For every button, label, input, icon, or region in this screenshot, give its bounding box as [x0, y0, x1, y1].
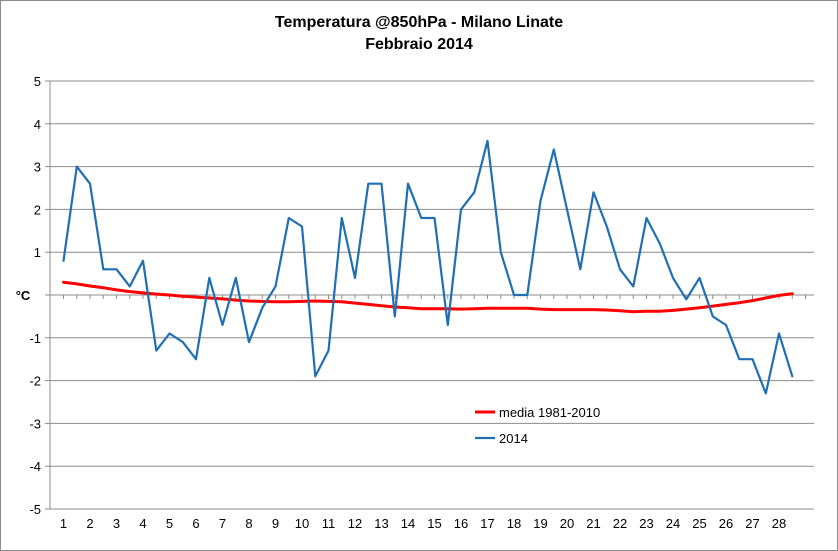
x-tick-label: 4: [139, 516, 146, 531]
chart-title: Temperatura @850hPa - Milano Linate Febbr…: [275, 14, 563, 53]
x-tick-label: 2: [86, 516, 93, 531]
x-tick-label: 28: [772, 516, 786, 531]
x-tick-label: 26: [719, 516, 733, 531]
x-tick-label: 3: [113, 516, 120, 531]
x-tick-label: 19: [533, 516, 547, 531]
y-tick-label: -5: [29, 502, 41, 517]
legend-label: 2014: [499, 431, 528, 446]
y-tick-label: 1: [34, 245, 41, 260]
x-tick-label: 7: [219, 516, 226, 531]
y-tick-label: 4: [34, 117, 41, 132]
x-tick-labels: 1 2 3 4 5 6 7 8 9 10 11 12 13 14 15 16 17 18 19 20 21 22 23 24 2…: [60, 516, 786, 531]
legend: media 1981-2010 2014: [475, 405, 600, 446]
x-tick-label: 23: [639, 516, 653, 531]
x-tick-label: 20: [560, 516, 574, 531]
x-tick-label: 12: [348, 516, 362, 531]
x-tick-label: 11: [322, 516, 336, 531]
legend-label: media 1981-2010: [499, 405, 600, 420]
y-tick-label: -3: [29, 416, 41, 431]
x-tick-label: 13: [374, 516, 388, 531]
y-tick-label: 2: [34, 202, 41, 217]
x-tick-label: 9: [272, 516, 279, 531]
y-tick-label: 5: [34, 74, 41, 89]
x-tick-label: 16: [454, 516, 468, 531]
title-line-1: Temperatura @850hPa - Milano Linate: [275, 14, 563, 31]
x-tick-label: 14: [401, 516, 415, 531]
y-axis-label: °C: [16, 288, 31, 303]
x-tick-label: 27: [745, 516, 759, 531]
series-line-2014: [62, 139, 794, 395]
y-tick-label: 3: [34, 160, 41, 175]
x-tick-label: 22: [613, 516, 627, 531]
x-tick-label: 10: [295, 516, 309, 531]
x-tick-label: 8: [245, 516, 252, 531]
x-tick-label: 21: [586, 516, 600, 531]
y-tick-labels: 5 4 3 2 1 -1 -2 -3 -4 -5: [29, 74, 41, 517]
x-tick-label: 25: [692, 516, 706, 531]
title-line-2: Febbraio 2014: [365, 36, 473, 53]
series: [62, 139, 794, 395]
x-tick-label: 1: [60, 516, 67, 531]
x-tick-label: 5: [166, 516, 173, 531]
x-tick-label: 6: [192, 516, 199, 531]
x-tick-label: 18: [507, 516, 521, 531]
x-tick-label: 17: [480, 516, 494, 531]
y-tick-label: -1: [29, 331, 41, 346]
y-tick-label: -2: [29, 374, 41, 389]
x-tick-label: 15: [427, 516, 441, 531]
y-tick-label: -4: [29, 459, 41, 474]
x-tick-label: 24: [666, 516, 680, 531]
series-line-media: [62, 280, 794, 314]
